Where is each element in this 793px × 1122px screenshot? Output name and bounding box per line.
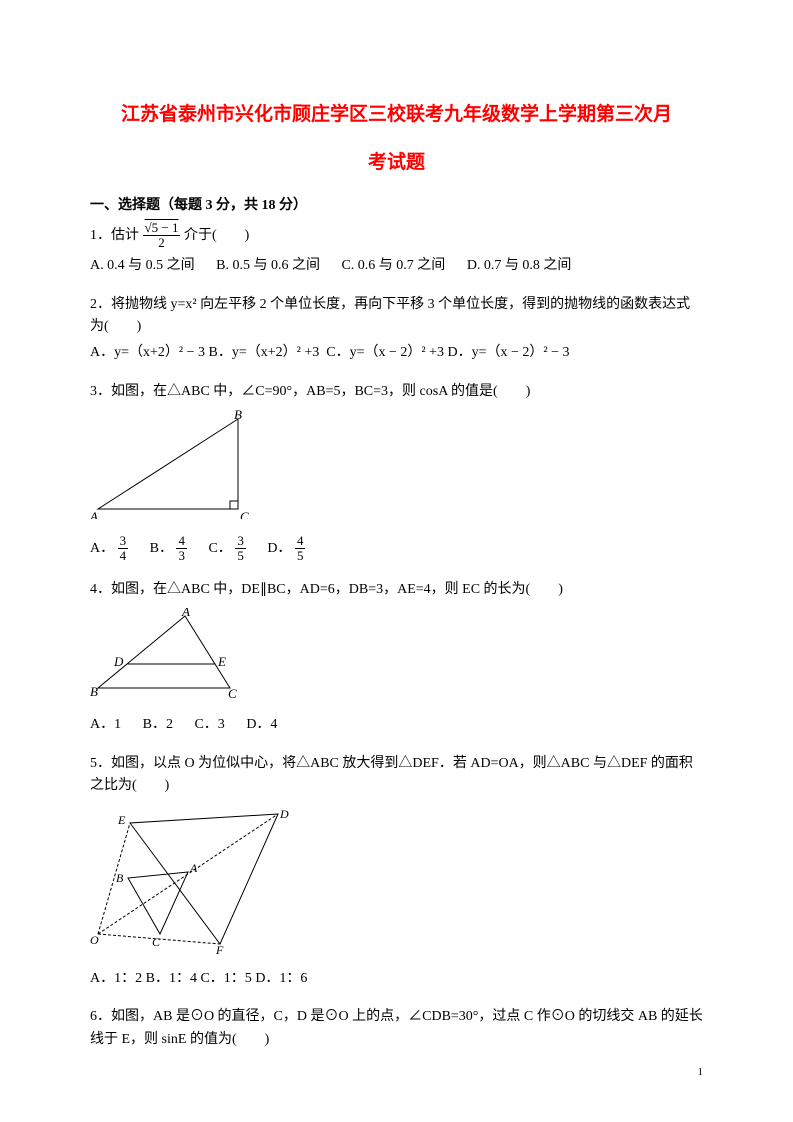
- q2-optC: C．y=（x − 2）² +3: [326, 345, 444, 360]
- q4-optC: C．3: [194, 714, 224, 736]
- q1-stem: 1．估计 √5 − 1 2 介于( ): [90, 221, 703, 251]
- q4-svg: A B C D E: [90, 608, 250, 700]
- q3-optD: D． 45: [267, 534, 305, 564]
- svg-text:A: A: [90, 509, 98, 519]
- svg-text:D: D: [279, 807, 289, 821]
- svg-text:E: E: [117, 813, 126, 827]
- q1-frac-num: √5 − 1: [143, 221, 181, 236]
- svg-text:E: E: [217, 654, 226, 669]
- section-header: 一、选择题（每题 3 分，共 18 分）: [90, 195, 703, 217]
- q5-optD: D．1：6: [255, 971, 307, 986]
- svg-text:A: A: [181, 608, 190, 619]
- svg-text:D: D: [113, 654, 124, 669]
- q1-optB: B. 0.5 与 0.6 之间: [216, 255, 320, 277]
- q2-stem: 2．将抛物线 y=x² 向左平移 2 个单位长度，再向下平移 3 个单位长度，得…: [90, 294, 703, 339]
- q2-optD: D．y=（x − 2）² − 3: [447, 345, 569, 360]
- svg-text:C: C: [228, 686, 237, 700]
- doc-title-line2: 考试题: [90, 148, 703, 178]
- q1-optD: D. 0.7 与 0.8 之间: [467, 255, 572, 277]
- q6-stem: 6．如图，AB 是⊙O 的直径，C，D 是⊙O 上的点，∠CDB=30°，过点 …: [90, 1006, 703, 1051]
- q3-svg: A B C: [90, 409, 260, 519]
- svg-text:O: O: [90, 933, 99, 947]
- q1-options: A. 0.4 与 0.5 之间 B. 0.5 与 0.6 之间 C. 0.6 与…: [90, 255, 703, 278]
- q3-stem: 3．如图，在△ABC 中，∠C=90°，AB=5，BC=3，则 cosA 的值是…: [90, 381, 703, 403]
- q1-pre: 1．估计: [90, 228, 139, 243]
- q4-optA: A．1: [90, 714, 121, 736]
- q4-optD: D．4: [246, 714, 277, 736]
- q2-options: A．y=（x+2）² − 3 B．y=（x+2）² +3 C．y=（x − 2）…: [90, 342, 703, 364]
- q1-frac-den: 2: [143, 236, 181, 250]
- q2-optB: B．y=（x+2）² +3: [209, 345, 320, 360]
- q1-optC: C. 0.6 与 0.7 之间: [341, 255, 445, 277]
- svg-text:B: B: [90, 684, 98, 699]
- q4-diagram: A B C D E: [90, 608, 703, 708]
- q5-diagram: O A B C D E F: [90, 804, 703, 962]
- q5-svg: O A B C D E F: [90, 804, 290, 954]
- svg-text:C: C: [152, 935, 161, 949]
- q2-optA: A．y=（x+2）² − 3: [90, 345, 205, 360]
- q5-stem: 5．如图，以点 O 为位似中心，将△ABC 放大得到△DEF．若 AD=OA，则…: [90, 753, 703, 798]
- q5-optA: A．1：2: [90, 971, 142, 986]
- page-number: 1: [698, 1064, 704, 1082]
- q4-stem: 4．如图，在△ABC 中，DE∥BC，AD=6，DB=3，AE=4，则 EC 的…: [90, 579, 703, 601]
- q4-options: A．1 B．2 C．3 D．4: [90, 714, 703, 737]
- svg-text:B: B: [234, 409, 242, 422]
- q1-fraction: √5 − 1 2: [143, 221, 181, 251]
- q5-optB: B．1：4: [146, 971, 197, 986]
- q3-diagram: A B C: [90, 409, 703, 527]
- svg-text:B: B: [116, 871, 124, 885]
- q5-optC: C．1：5: [200, 971, 251, 986]
- doc-title-line1: 江苏省泰州市兴化市顾庄学区三校联考九年级数学上学期第三次月: [90, 100, 703, 130]
- svg-text:A: A: [189, 861, 198, 875]
- q4-optB: B．2: [143, 714, 173, 736]
- q3-optA: A． 34: [90, 534, 128, 564]
- svg-text:F: F: [215, 943, 224, 954]
- q3-optC: C． 35: [208, 534, 245, 564]
- q1-post: 介于( ): [184, 228, 249, 243]
- q5-options: A．1：2 B．1：4 C．1：5 D．1：6: [90, 968, 703, 990]
- q3-options: A． 34 B． 43 C． 35 D． 45: [90, 534, 703, 564]
- q1-optA: A. 0.4 与 0.5 之间: [90, 255, 195, 277]
- q3-optB: B． 43: [150, 534, 187, 564]
- svg-text:C: C: [240, 509, 249, 519]
